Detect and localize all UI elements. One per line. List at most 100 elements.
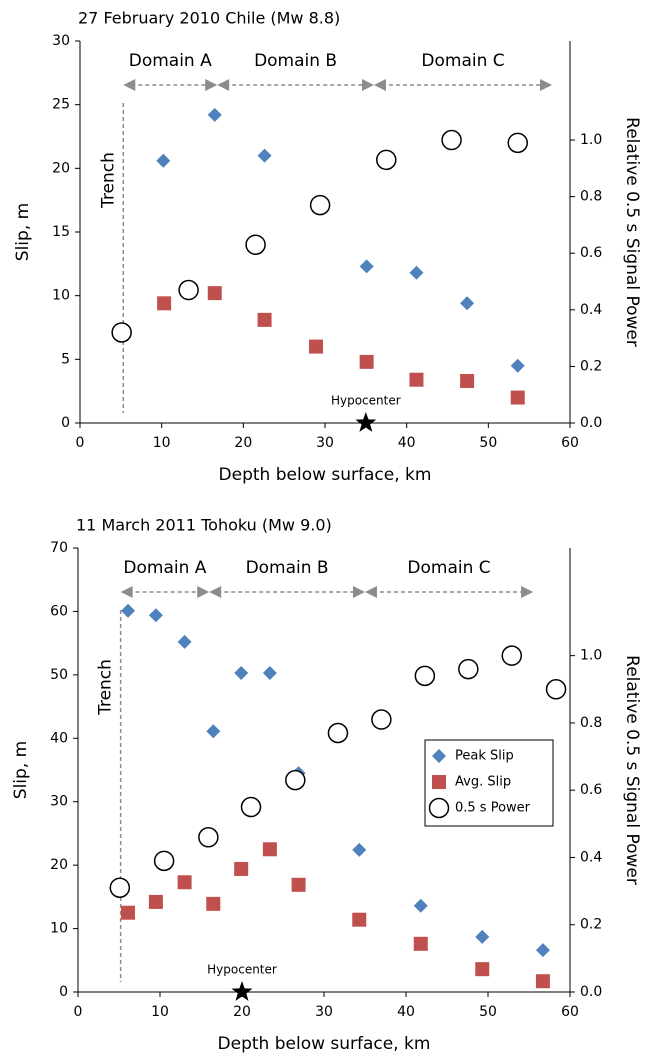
y2-tick-label: 0.6 — [580, 245, 602, 261]
legend-label: Peak Slip — [455, 749, 514, 764]
data-point — [153, 850, 175, 872]
y2-tick-label: 0.2 — [580, 358, 602, 374]
x-tick-label: 60 — [561, 435, 579, 451]
arrow-head — [197, 586, 210, 598]
data-point — [177, 634, 192, 649]
arrow-head — [540, 79, 553, 91]
x-tick-label: 30 — [315, 1004, 333, 1020]
arrow-head — [217, 79, 230, 91]
x-tick-label: 40 — [398, 435, 416, 451]
data-point — [413, 898, 428, 913]
x-tick-label: 0 — [74, 1004, 83, 1020]
y2-tick-label: 1.0 — [580, 132, 602, 148]
trench-label: Trench — [98, 152, 118, 209]
data-point — [352, 842, 367, 857]
y-tick-label: 10 — [52, 288, 70, 304]
chart-title: 27 February 2010 Chile (Mw 8.8) — [78, 9, 340, 28]
data-point — [245, 234, 266, 255]
domain-label: Domain B — [254, 51, 337, 71]
data-point — [262, 665, 277, 680]
y2-tick-label: 0.8 — [580, 189, 602, 205]
y-tick-label: 0 — [61, 415, 70, 431]
y2-axis-label: Relative 0.5 s Signal Power — [622, 117, 642, 347]
data-point — [309, 339, 324, 354]
y-tick-label: 20 — [52, 160, 70, 176]
x-axis-label: Depth below surface, km — [219, 465, 432, 485]
data-point — [178, 279, 199, 301]
data-point — [156, 153, 171, 168]
y-tick-label: 60 — [50, 603, 68, 619]
y2-tick-label: 0.0 — [580, 984, 602, 1000]
legend-label: Avg. Slip — [455, 775, 511, 790]
x-axis-label: Depth below surface, km — [218, 1034, 431, 1054]
data-point — [441, 129, 462, 151]
y-tick-label: 30 — [50, 794, 68, 810]
data-point — [414, 665, 436, 687]
data-point — [157, 296, 172, 311]
data-point — [460, 373, 475, 388]
y2-tick-label: 0.6 — [580, 782, 602, 798]
domain-label: Domain C — [421, 51, 504, 71]
arrow-head — [362, 79, 374, 91]
data-point — [111, 322, 132, 343]
x-tick-label: 60 — [561, 1004, 579, 1020]
data-point — [475, 929, 490, 944]
domain-label: Domain A — [123, 558, 206, 578]
data-point — [535, 974, 550, 989]
y-axis-label: Slip, m — [13, 203, 33, 261]
x-tick-label: 20 — [234, 435, 252, 451]
data-point — [327, 722, 349, 744]
y2-tick-label: 0.8 — [580, 715, 602, 731]
data-point — [535, 943, 550, 958]
data-point — [109, 877, 131, 898]
chart-title: 11 March 2011 Tohoku (Mw 9.0) — [76, 516, 332, 535]
y2-tick-label: 0.4 — [580, 849, 602, 865]
y-tick-label: 5 — [61, 351, 70, 367]
y-tick-label: 30 — [52, 33, 70, 49]
y-tick-label: 70 — [50, 540, 68, 556]
hypocenter-star — [355, 412, 377, 432]
data-point — [285, 769, 306, 791]
y-tick-label: 20 — [50, 857, 68, 873]
data-point — [460, 296, 475, 311]
legend-label: 0.5 s Power — [455, 801, 531, 816]
y-tick-label: 15 — [52, 224, 70, 240]
arrow-head — [120, 586, 133, 598]
y-tick-label: 25 — [52, 97, 70, 113]
y2-tick-label: 0.0 — [580, 415, 602, 431]
data-point — [352, 912, 367, 927]
data-point — [257, 312, 272, 327]
data-point — [121, 603, 136, 618]
data-point — [501, 645, 523, 666]
data-point — [291, 877, 306, 892]
x-tick-label: 50 — [479, 435, 497, 451]
hypocenter-label: Hypocenter — [331, 394, 401, 408]
data-point — [371, 709, 392, 730]
data-point — [207, 286, 222, 301]
legend-marker — [428, 797, 450, 819]
x-tick-label: 30 — [316, 435, 334, 451]
hypocenter-star — [231, 981, 253, 1001]
data-point — [376, 149, 397, 171]
data-point — [148, 608, 163, 623]
x-tick-label: 40 — [397, 1004, 415, 1020]
arrow-head — [123, 79, 136, 91]
data-point — [262, 842, 277, 857]
x-tick-label: 10 — [153, 435, 171, 451]
data-point — [177, 875, 192, 890]
x-tick-label: 50 — [479, 1004, 497, 1020]
arrow-head — [353, 586, 365, 598]
y2-tick-label: 1.0 — [580, 648, 602, 664]
data-point — [359, 354, 374, 369]
y-tick-label: 10 — [50, 921, 68, 937]
domain-label: Domain C — [407, 558, 490, 578]
data-point — [148, 894, 163, 909]
data-point — [309, 194, 331, 216]
x-tick-label: 10 — [151, 1004, 169, 1020]
data-point — [257, 148, 272, 163]
data-point — [121, 905, 136, 920]
data-point — [409, 265, 424, 280]
arrow-head — [521, 586, 534, 598]
y-axis-label: Slip, m — [11, 741, 31, 799]
